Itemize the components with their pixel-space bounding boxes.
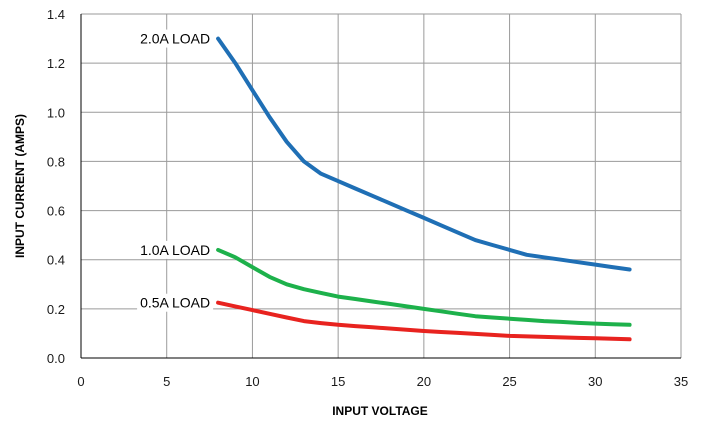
series-line-0 (216, 36, 632, 272)
x-tick-label-35: 35 (674, 374, 688, 389)
axes (80, 14, 681, 359)
series-label-background-1 (137, 240, 214, 259)
y-tick-label-0.2: 0.2 (47, 302, 65, 317)
y-axis-title: INPUT CURRENT (AMPS) (13, 114, 27, 258)
series-label-background-0 (137, 29, 214, 48)
y-tick-label-1.4: 1.4 (47, 7, 65, 22)
x-tick-labels: 0 5 10 15 20 25 30 35 (77, 374, 688, 389)
y-tick-label-1.0: 1.0 (47, 105, 65, 120)
x-tick-label-30: 30 (588, 374, 602, 389)
y-tick-labels: 0.0 0.2 0.4 0.6 0.8 1.0 1.2 1.4 (47, 7, 65, 366)
series-label-0: 2.0A LOAD (140, 31, 210, 47)
x-tick-label-20: 20 (417, 374, 431, 389)
x-tick-label-5: 5 (163, 374, 170, 389)
series-labels: 2.0A LOAD 1.0A LOAD 0.5A LOAD (137, 29, 214, 312)
y-tick-label-0.4: 0.4 (47, 253, 65, 268)
series-label-1: 1.0A LOAD (140, 242, 210, 258)
x-axis-title: INPUT VOLTAGE (332, 404, 428, 418)
x-tick-label-15: 15 (331, 374, 345, 389)
series-line-1 (216, 247, 632, 327)
y-tick-label-0.6: 0.6 (47, 204, 65, 219)
series-label-background-2 (137, 293, 214, 312)
series-label-2: 0.5A LOAD (140, 295, 210, 311)
y-tick-label-0.0: 0.0 (47, 351, 65, 366)
y-tick-label-0.8: 0.8 (47, 154, 65, 169)
series-line-2 (216, 300, 632, 342)
x-tick-label-0: 0 (77, 374, 84, 389)
x-tick-label-10: 10 (245, 374, 259, 389)
y-tick-label-1.2: 1.2 (47, 56, 65, 71)
series-lines (216, 36, 632, 342)
x-tick-label-25: 25 (502, 374, 516, 389)
grid-lines (81, 13, 682, 358)
